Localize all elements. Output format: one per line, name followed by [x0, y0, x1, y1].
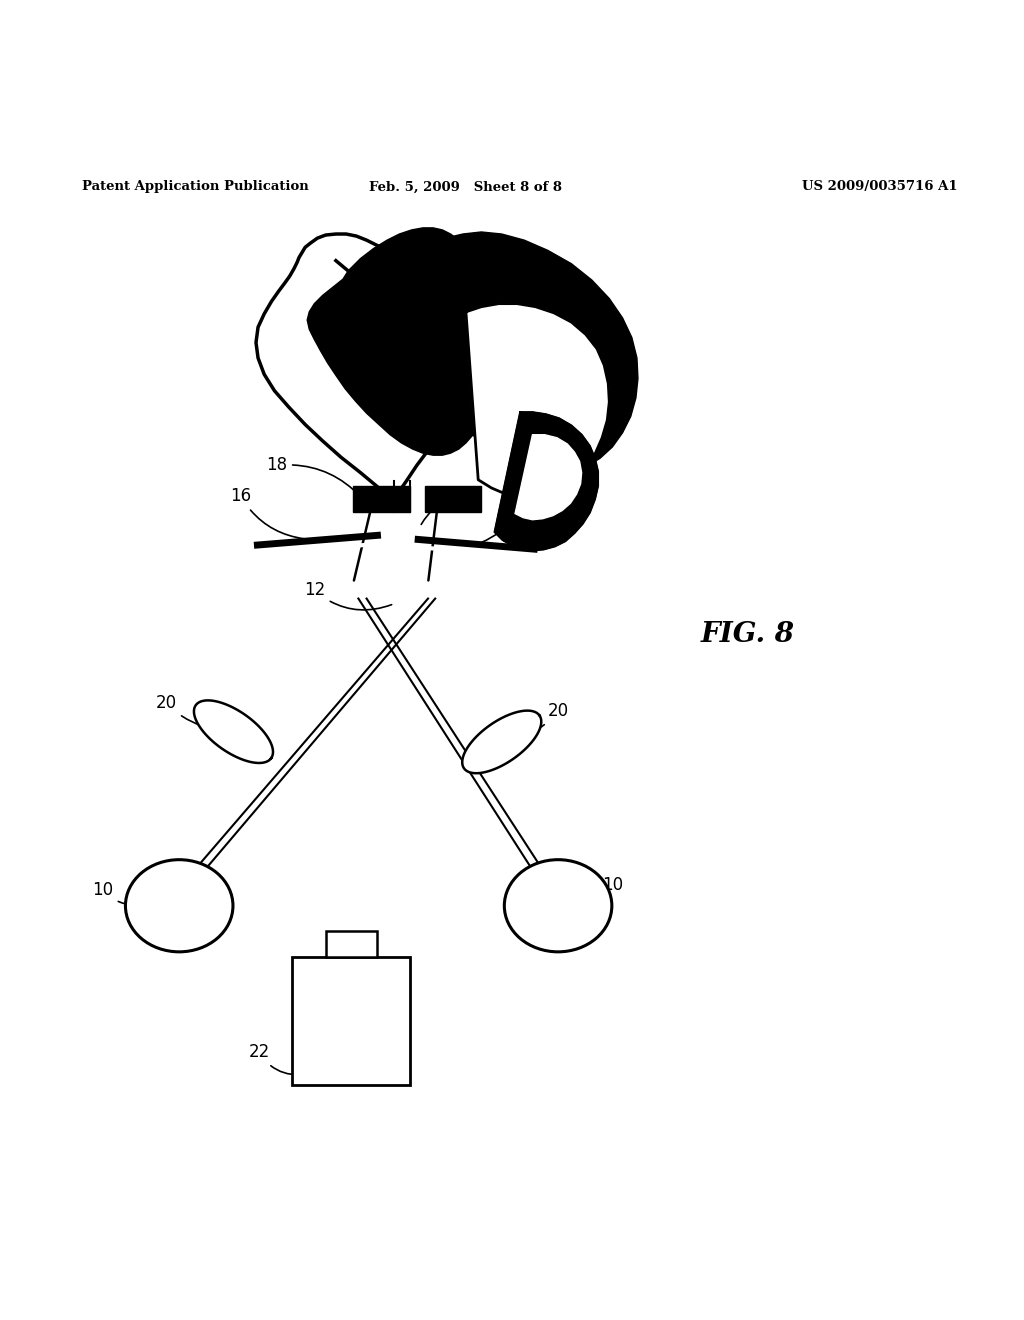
Text: 16: 16: [230, 487, 304, 539]
Text: Feb. 5, 2009   Sheet 8 of 8: Feb. 5, 2009 Sheet 8 of 8: [370, 181, 562, 194]
Text: 20: 20: [505, 702, 568, 742]
Bar: [353, 486, 410, 512]
Polygon shape: [307, 228, 495, 455]
Polygon shape: [466, 304, 609, 496]
Text: FIG. 8: FIG. 8: [700, 620, 795, 648]
Text: 10: 10: [92, 882, 135, 906]
Text: 22: 22: [249, 1043, 299, 1074]
Polygon shape: [256, 234, 459, 502]
Polygon shape: [194, 701, 273, 763]
Polygon shape: [430, 232, 638, 474]
Text: 20: 20: [156, 694, 230, 731]
Bar: [425, 486, 481, 512]
Text: US 2009/0035716 A1: US 2009/0035716 A1: [802, 181, 957, 194]
Ellipse shape: [505, 859, 612, 952]
Text: 16: 16: [482, 494, 532, 543]
Text: Patent Application Publication: Patent Application Publication: [82, 181, 308, 194]
Ellipse shape: [125, 859, 232, 952]
Text: 12: 12: [304, 581, 391, 610]
Bar: [326, 932, 377, 957]
Text: 10: 10: [601, 876, 623, 904]
Text: 24: 24: [421, 487, 461, 524]
Polygon shape: [462, 710, 542, 774]
Text: 18: 18: [266, 457, 360, 496]
Bar: [292, 957, 410, 1085]
Polygon shape: [515, 434, 582, 520]
Polygon shape: [495, 412, 598, 550]
